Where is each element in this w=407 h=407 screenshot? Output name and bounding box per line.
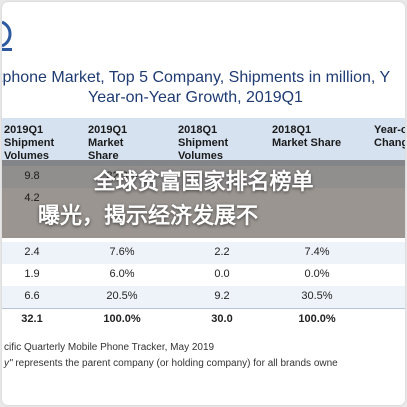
table-row: 2.4 7.6% 2.2 7.4% [2,242,405,264]
headline-line-1: 全球贫富国家排名榜单 [93,169,314,194]
table-row: 9.8 32.3% [2,166,405,188]
shipment-table: 2019Q1 Shipment Volumes 2019Q1 Market Sh… [2,118,405,333]
logo-icon [2,20,12,51]
table-header: 2019Q1 Shipment Volumes 2019Q1 Market Sh… [2,118,405,166]
table-row: 4.2 [24,192,40,204]
headline-line-2: 曝光，揭示经济发展不 [38,203,259,228]
source-line: cific Quarterly Mobile Phone Tracker, Ma… [4,342,215,353]
table-row: 6.6 20.5% 9.2 30.5% [2,286,405,308]
header-col-4: 2018Q1 Market Share [272,124,342,149]
header-col-5: Year-o Chang [374,124,405,149]
note-line: y" represents the parent company (or hol… [4,358,338,369]
header-col-1: 2019Q1 Shipment Volumes [4,124,55,162]
headline-overlay [2,160,405,238]
table-row: 1.9 6.0% 0.0 0.0% [24,268,330,280]
header-col-2: 2019Q1 Market Share [88,124,128,162]
title-line-1: tphone Market, Top 5 Company, Shipments … [2,69,391,86]
table-row-total: 32.1 100.0% 30.0 100.0% [2,308,405,331]
title-line-2: Year-on-Year Growth, 2019Q1 [88,89,303,106]
header-col-3: 2018Q1 Shipment Volumes [178,124,229,162]
